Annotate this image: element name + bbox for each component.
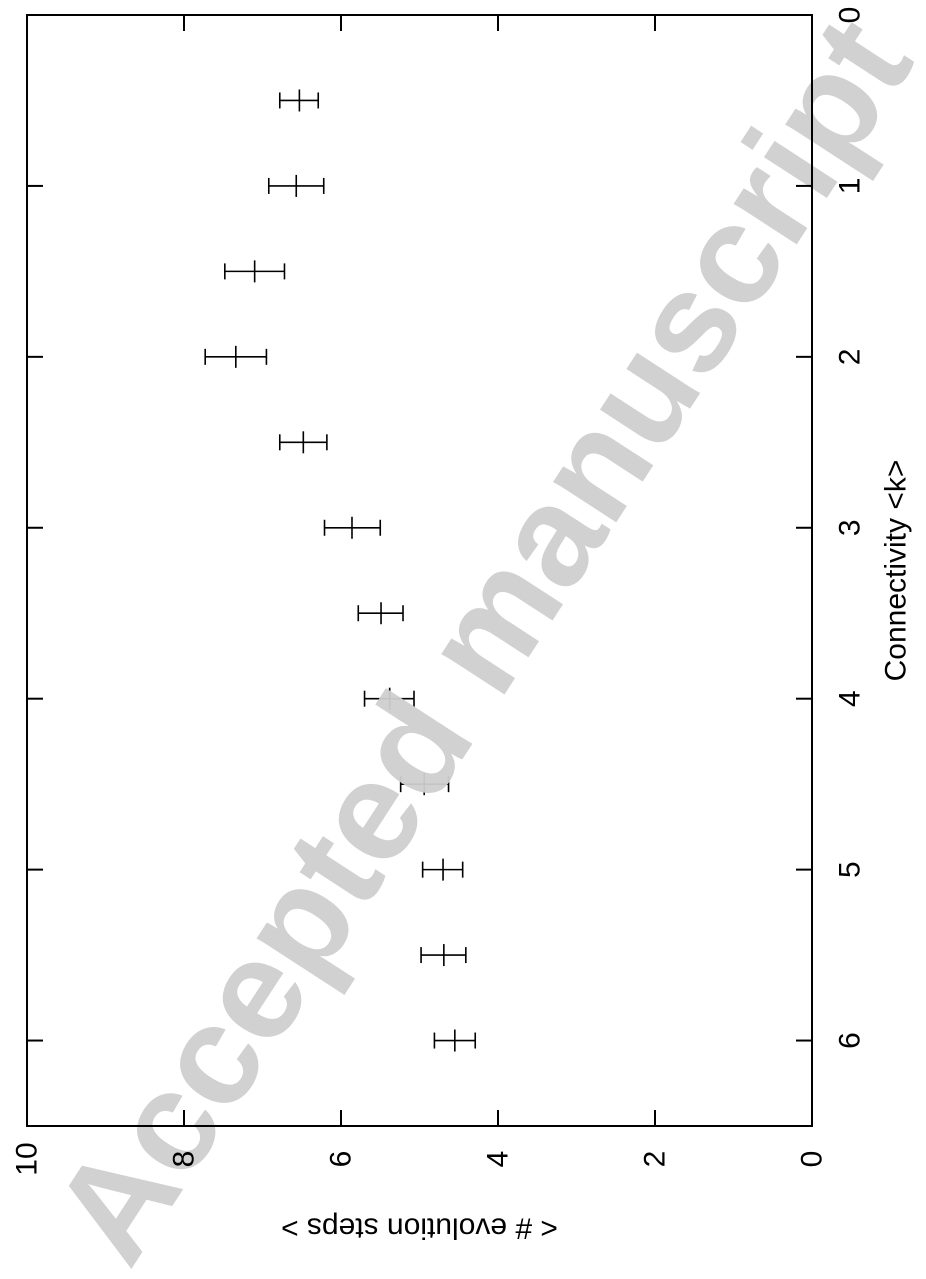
plot-frame [26,14,813,1127]
y-tick-label: 8 [168,1151,201,1168]
y-tick-label: 4 [482,1151,515,1168]
data-layer [204,89,477,1052]
y-tick-label: 6 [325,1151,358,1168]
data-point [278,89,320,112]
y-tick-label: 0 [796,1151,829,1168]
x-tick-label: 4 [834,690,867,707]
data-point [204,345,268,368]
data-point [421,858,464,881]
x-axis-title: Connectivity <k> [880,460,913,682]
x-tick-label: 6 [834,1032,867,1049]
y-tick-label: 2 [639,1151,672,1168]
axes-layer: 0 1 2 3 4 5 6 0 2 4 6 8 10 [11,7,867,1176]
data-point [357,602,404,625]
watermark-text: Accepted manuscript [22,0,926,1279]
data-point [420,944,467,967]
y-axis-title: < # evolution steps > [281,1212,558,1245]
x-tick-label: 2 [834,349,867,366]
data-point [363,687,415,710]
data-point [278,431,328,454]
y-tick-label: 10 [11,1142,44,1175]
x-tick-label: 3 [834,519,867,536]
data-point [399,773,450,796]
data-point [267,174,325,197]
x-tick-label: 1 [834,178,867,195]
data-point [224,260,286,283]
x-tick-label: 5 [834,861,867,878]
data-point [323,516,382,539]
x-tick-label: 0 [834,7,867,24]
data-point [433,1029,477,1052]
